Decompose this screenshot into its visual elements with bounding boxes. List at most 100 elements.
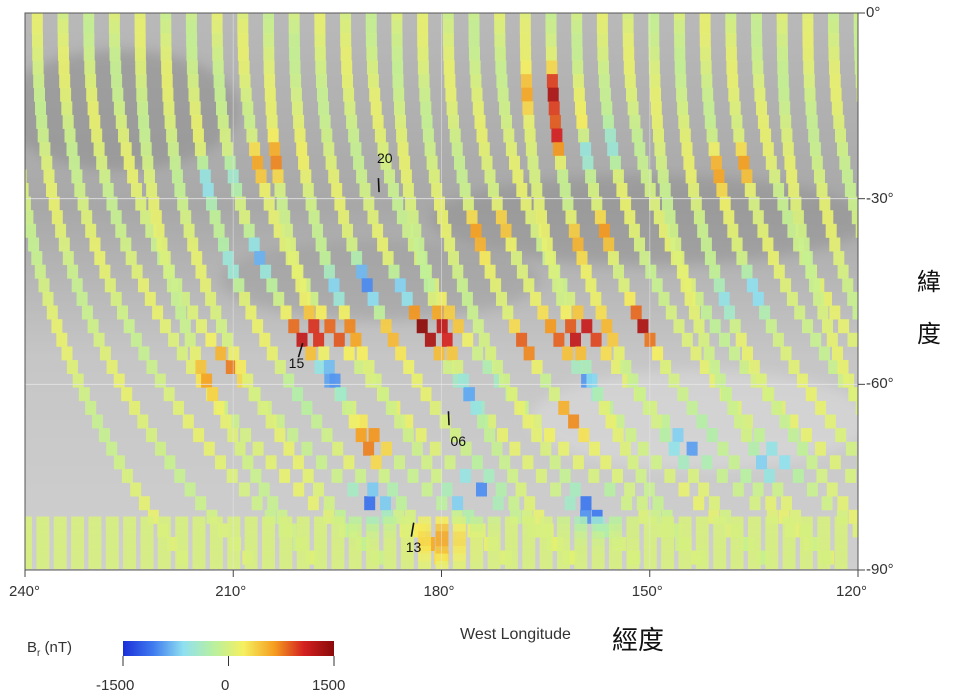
track-cell xyxy=(857,346,858,361)
track-cell xyxy=(220,414,232,429)
track-cell xyxy=(331,553,345,562)
track-cell xyxy=(821,496,833,511)
track-cell xyxy=(713,523,727,532)
track-cell xyxy=(387,183,399,197)
track-cell xyxy=(367,210,379,225)
track-cell xyxy=(521,87,533,102)
track-cell xyxy=(348,523,362,532)
track-cell xyxy=(611,360,623,374)
track-cell xyxy=(601,319,613,334)
track-cell xyxy=(31,13,43,20)
track-cell xyxy=(377,142,389,157)
track-cell xyxy=(391,33,403,48)
track-cell xyxy=(474,237,486,252)
track-cell xyxy=(25,196,31,211)
track-cell xyxy=(111,74,123,89)
track-cell xyxy=(394,101,405,116)
track-cell xyxy=(723,210,735,225)
track-cell xyxy=(851,210,858,225)
track-cell xyxy=(348,538,362,547)
track-cell xyxy=(296,516,310,525)
track-cell xyxy=(698,482,710,497)
track-cell xyxy=(523,278,535,293)
track-cell xyxy=(853,19,858,34)
track-cell xyxy=(709,360,720,374)
track-cell xyxy=(642,400,654,415)
track-cell xyxy=(284,237,296,252)
track-cell xyxy=(522,538,536,547)
track-cell xyxy=(105,546,119,555)
x-tick-label: 240° xyxy=(9,583,41,600)
track-cell xyxy=(519,33,531,48)
track-cell xyxy=(36,553,50,562)
track-cell xyxy=(779,414,791,429)
track-cell xyxy=(348,414,360,429)
track-cell xyxy=(266,278,278,293)
track-cell xyxy=(713,169,725,184)
track-cell xyxy=(730,516,744,525)
track-cell xyxy=(860,238,871,252)
track-cell xyxy=(485,414,497,429)
track-cell xyxy=(472,319,484,334)
track-cell xyxy=(416,319,428,334)
track-cell xyxy=(564,496,576,511)
track-cell xyxy=(440,223,452,238)
track-cell xyxy=(872,537,883,551)
track-cell xyxy=(917,428,928,442)
track-cell xyxy=(529,169,541,184)
track-cell xyxy=(36,561,50,569)
track-cell xyxy=(391,19,403,34)
track-cell xyxy=(829,60,840,75)
track-cell xyxy=(25,553,32,562)
track-cell xyxy=(403,360,415,374)
track-cell xyxy=(195,264,207,279)
track-cell xyxy=(120,237,132,252)
track-cell xyxy=(506,387,518,402)
track-cell xyxy=(559,468,571,483)
track-cell xyxy=(71,531,85,540)
track-cell xyxy=(255,169,267,184)
track-cell xyxy=(828,360,840,374)
track-cell xyxy=(602,114,614,129)
track-cell xyxy=(580,264,592,279)
track-cell xyxy=(494,46,506,61)
track-cell xyxy=(25,561,32,569)
track-cell xyxy=(748,196,760,211)
track-cell xyxy=(134,13,146,20)
track-cell xyxy=(153,223,165,238)
track-cell xyxy=(828,33,840,48)
track-cell xyxy=(463,509,475,524)
track-cell xyxy=(901,483,912,497)
track-cell xyxy=(592,387,604,402)
track-cell xyxy=(66,360,78,374)
track-cell xyxy=(295,278,307,293)
track-cell xyxy=(710,155,722,170)
track-cell xyxy=(240,428,252,443)
track-cell xyxy=(580,360,592,374)
polar-track xyxy=(25,553,848,562)
track-cell xyxy=(138,278,149,293)
track-cell xyxy=(921,523,932,537)
track-cell xyxy=(25,538,32,547)
track-cell xyxy=(6,20,17,34)
track-cell xyxy=(845,441,857,456)
track-cell xyxy=(817,561,831,569)
track-cell xyxy=(209,523,223,532)
track-cell xyxy=(342,74,353,89)
track-cell xyxy=(262,561,275,569)
track-cell xyxy=(432,305,444,320)
track-cell xyxy=(446,101,458,116)
colorbar-tick-min: -1500 xyxy=(96,677,135,694)
track-cell xyxy=(35,101,46,116)
track-cell xyxy=(87,101,99,116)
track-cell xyxy=(476,128,488,143)
track-cell xyxy=(140,553,154,562)
track-cell xyxy=(366,531,380,540)
track-cell xyxy=(800,428,812,443)
track-cell xyxy=(881,210,892,224)
track-cell xyxy=(659,223,670,238)
track-cell xyxy=(474,114,486,129)
track-cell xyxy=(331,561,345,569)
track-cell xyxy=(468,19,480,34)
track-cell xyxy=(468,33,480,48)
